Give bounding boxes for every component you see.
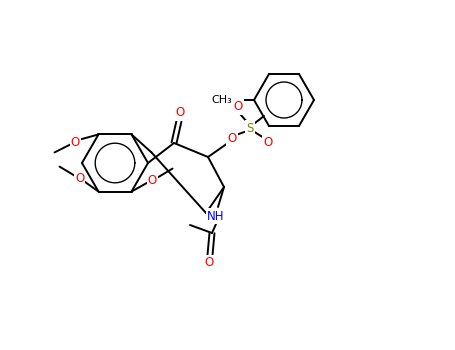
Text: O: O: [233, 100, 243, 113]
Text: S: S: [246, 121, 254, 134]
Text: O: O: [263, 136, 273, 149]
Text: O: O: [204, 257, 214, 270]
Text: O: O: [75, 172, 84, 185]
Text: O: O: [228, 132, 237, 145]
Text: O: O: [148, 174, 157, 187]
Text: O: O: [71, 136, 80, 149]
Text: NH: NH: [207, 210, 225, 223]
Text: CH₃: CH₃: [212, 95, 233, 105]
Text: O: O: [175, 106, 185, 119]
